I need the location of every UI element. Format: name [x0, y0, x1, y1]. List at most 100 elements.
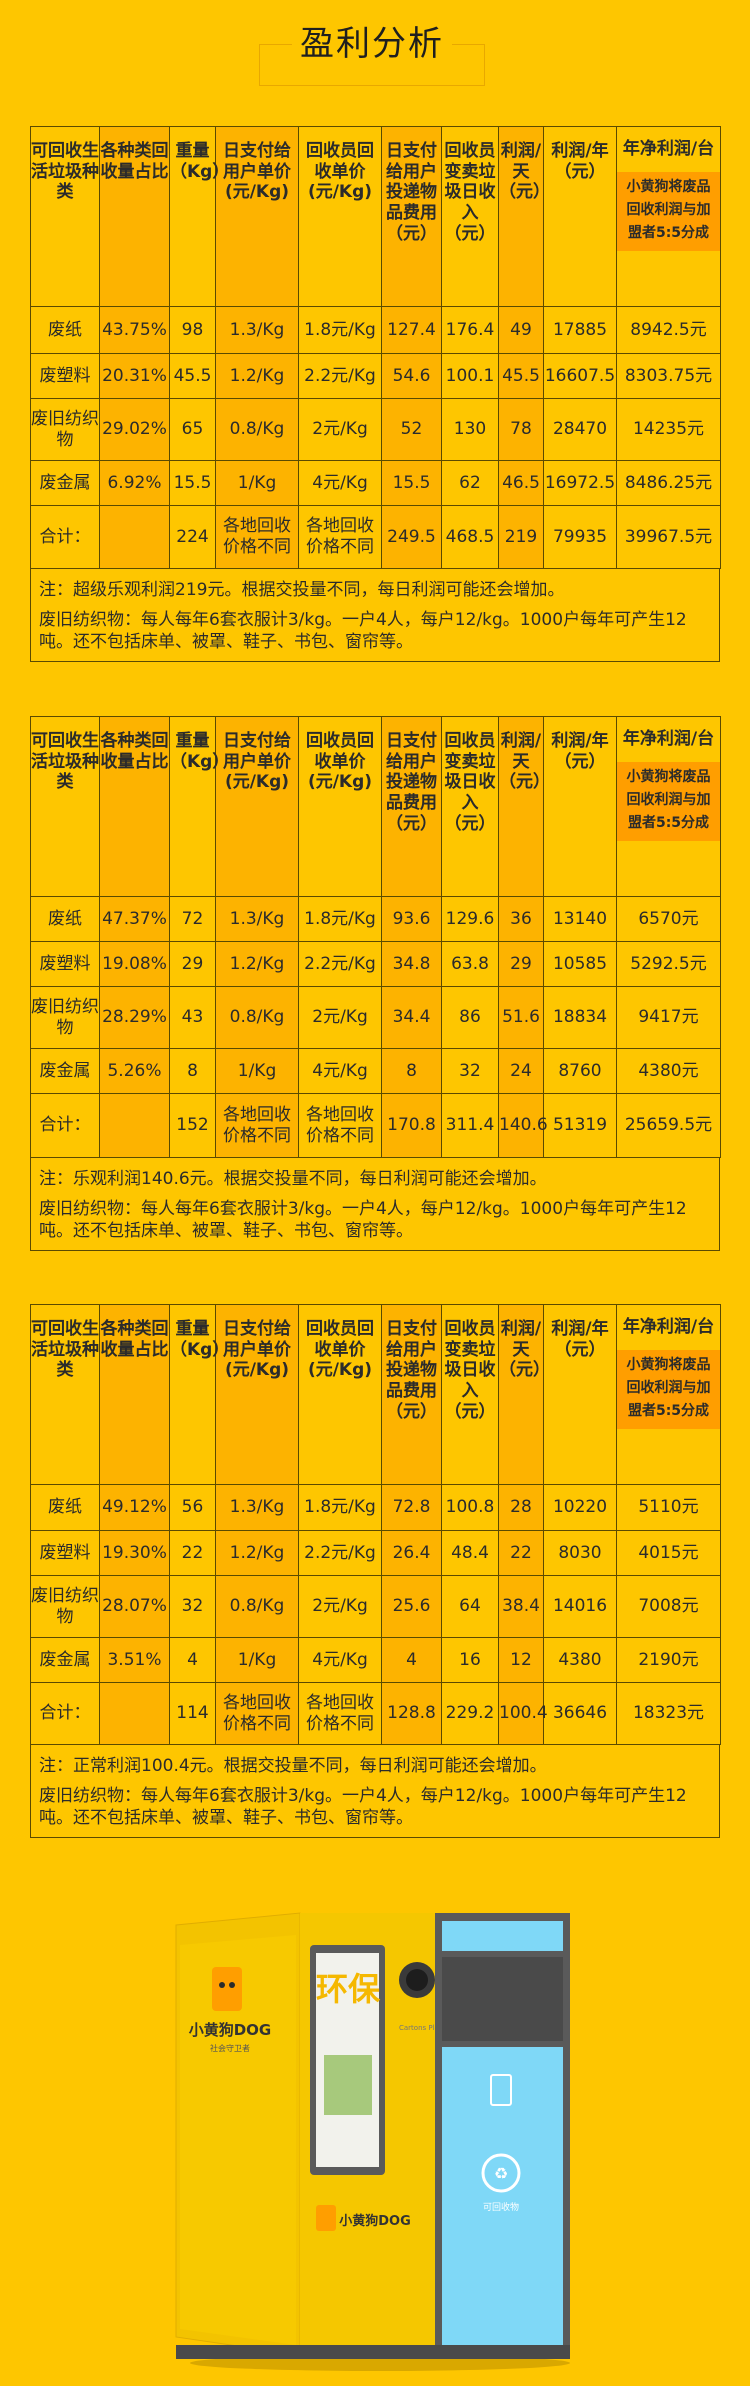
cell-user-price: 1.2/Kg — [215, 941, 299, 987]
cell-weight: 65 — [169, 398, 216, 461]
machine-poster-text: 环保 — [316, 1970, 381, 2008]
header-type: 可回收生活垃圾种类 — [30, 716, 100, 897]
cell-net: 6570元 — [616, 896, 721, 942]
header-user-price: 日支付给用户单价(元/Kg) — [215, 716, 299, 897]
cell-collector-income: 100.1 — [441, 353, 499, 399]
cell-net: 5110元 — [616, 1484, 721, 1531]
cell-type: 废纸 — [30, 896, 100, 942]
total-row: 合计： 224 各地回收价格不同 各地回收价格不同 249.5 468.5 21… — [30, 505, 721, 569]
cell-total-user-fee: 249.5 — [381, 505, 442, 569]
cell-ratio: 19.08% — [99, 941, 170, 987]
cell-collector-price: 2元/Kg — [298, 398, 382, 461]
cell-profit-year: 8760 — [543, 1048, 617, 1094]
cell-profit-year: 8030 — [543, 1530, 617, 1576]
header-weight: 重量（Kg） — [169, 716, 229, 897]
dog-logo-icon — [212, 1967, 242, 2011]
cell-profit-day: 28 — [498, 1484, 544, 1531]
header-weight: 重量（Kg） — [169, 126, 229, 307]
cell-total-weight: 114 — [169, 1682, 216, 1745]
header-collector-price: 回收员回收单价(元/Kg) — [298, 126, 382, 307]
table-row: 废旧纺织物 29.02% 65 0.8/Kg 2元/Kg 52 130 78 2… — [30, 398, 721, 461]
cell-total-weight: 152 — [169, 1093, 216, 1158]
cell-profit-year: 16607.5 — [543, 353, 617, 399]
cell-net: 14235元 — [616, 398, 721, 461]
cell-user-price: 1/Kg — [215, 1048, 299, 1094]
table-row: 废塑料 19.08% 29 1.2/Kg 2.2元/Kg 34.8 63.8 2… — [30, 941, 721, 987]
cell-total-user-price: 各地回收价格不同 — [215, 1093, 299, 1158]
cell-user-price: 1.3/Kg — [215, 896, 299, 942]
cell-weight: 29 — [169, 941, 216, 987]
recycling-machine-drawing: 环保 Cartons Plastic Cans ♻ 可回收物 小黄狗DOG 社会… — [175, 1912, 570, 2371]
cell-profit-day: 45.5 — [498, 353, 544, 399]
cell-total-user-fee: 170.8 — [381, 1093, 442, 1158]
cell-profit-day: 78 — [498, 398, 544, 461]
cell-collector-price: 2.2元/Kg — [298, 353, 382, 399]
cell-collector-income: 48.4 — [441, 1530, 499, 1576]
header-ratio: 各种类回收量占比 — [99, 126, 170, 307]
header-type: 可回收生活垃圾种类 — [30, 126, 100, 307]
cell-total-collector-income: 311.4 — [441, 1093, 499, 1158]
table-row: 废塑料 19.30% 22 1.2/Kg 2.2元/Kg 26.4 48.4 2… — [30, 1530, 721, 1576]
cell-collector-price: 1.8元/Kg — [298, 1484, 382, 1531]
profit-table: 可回收生活垃圾种类 各种类回收量占比 重量（Kg） 日支付给用户单价(元/Kg)… — [30, 126, 721, 569]
header-user-fee: 日支付给用户投递物品费用（元） — [381, 716, 442, 897]
cell-net: 9417元 — [616, 986, 721, 1049]
note-box: 注：正常利润100.4元。根据交投量不同，每日利润可能还会增加。 废旧纺织物：每… — [30, 1745, 720, 1839]
header-net-profit-note: 小黄狗将废品回收利润与加盟者5:5分成 — [617, 171, 720, 252]
cell-type: 废塑料 — [30, 353, 100, 399]
cell-profit-year: 28470 — [543, 398, 617, 461]
cell-collector-price: 1.8元/Kg — [298, 896, 382, 942]
table-row: 废金属 3.51% 4 1/Kg 4元/Kg 4 16 12 4380 2190… — [30, 1637, 721, 1683]
cell-collector-income: 16 — [441, 1637, 499, 1683]
cell-total-user-fee: 128.8 — [381, 1682, 442, 1745]
cell-user-fee: 26.4 — [381, 1530, 442, 1576]
header-net-profit-note: 小黄狗将废品回收利润与加盟者5:5分成 — [617, 761, 720, 842]
cell-user-price: 1.2/Kg — [215, 1530, 299, 1576]
header-collector-income: 回收员变卖垃圾日收入（元） — [441, 126, 499, 307]
cell-user-price: 1/Kg — [215, 460, 299, 506]
cell-net: 4015元 — [616, 1530, 721, 1576]
page-title: 盈利分析 — [292, 16, 452, 65]
header-profit-year: 利润/年（元） — [543, 716, 617, 897]
cell-user-fee: 54.6 — [381, 353, 442, 399]
header-profit-day: 利润/天（元） — [498, 126, 550, 307]
cell-ratio: 29.02% — [99, 398, 170, 461]
table-row: 废旧纺织物 28.29% 43 0.8/Kg 2元/Kg 34.4 86 51.… — [30, 986, 721, 1049]
cell-total-net: 39967.5元 — [616, 505, 721, 569]
header-collector-income: 回收员变卖垃圾日收入（元） — [441, 1304, 499, 1485]
cell-type: 废金属 — [30, 1048, 100, 1094]
cell-net: 8303.75元 — [616, 353, 721, 399]
cell-user-fee: 72.8 — [381, 1484, 442, 1531]
cell-total-collector-price: 各地回收价格不同 — [298, 505, 382, 569]
cell-profit-day: 49 — [498, 306, 544, 354]
table-row: 废金属 5.26% 8 1/Kg 4元/Kg 8 32 24 8760 4380… — [30, 1048, 721, 1094]
cell-total-user-price: 各地回收价格不同 — [215, 1682, 299, 1745]
cell-user-fee: 15.5 — [381, 460, 442, 506]
cell-collector-price: 2元/Kg — [298, 1575, 382, 1638]
cell-total-profit-day: 140.6 — [498, 1093, 548, 1158]
cell-user-price: 1/Kg — [215, 1637, 299, 1683]
cell-total-collector-price: 各地回收价格不同 — [298, 1093, 382, 1158]
cell-net: 4380元 — [616, 1048, 721, 1094]
cell-profit-day: 24 — [498, 1048, 544, 1094]
cell-total-label: 合计： — [30, 505, 100, 569]
cell-collector-price: 1.8元/Kg — [298, 306, 382, 354]
header-profit-year: 利润/年（元） — [543, 126, 617, 307]
cell-user-fee: 8 — [381, 1048, 442, 1094]
cell-net: 2190元 — [616, 1637, 721, 1683]
profit-table: 可回收生活垃圾种类 各种类回收量占比 重量（Kg） 日支付给用户单价(元/Kg)… — [30, 1304, 721, 1745]
cell-ratio: 43.75% — [99, 306, 170, 354]
cell-collector-income: 32 — [441, 1048, 499, 1094]
cell-profit-year: 10220 — [543, 1484, 617, 1531]
cell-profit-year: 13140 — [543, 896, 617, 942]
note-textile: 废旧纺织物：每人每年6套衣服计3/kg。一户4人，每户12/kg。1000户每年… — [39, 610, 687, 653]
note-textile: 废旧纺织物：每人每年6套衣服计3/kg。一户4人，每户12/kg。1000户每年… — [39, 1199, 687, 1242]
cell-collector-income: 86 — [441, 986, 499, 1049]
cell-total-profit-year: 51319 — [543, 1093, 617, 1158]
cell-ratio: 49.12% — [99, 1484, 170, 1531]
cell-collector-price: 4元/Kg — [298, 460, 382, 506]
cell-type: 废旧纺织物 — [30, 398, 100, 461]
header-ratio: 各种类回收量占比 — [99, 716, 170, 897]
total-row: 合计： 152 各地回收价格不同 各地回收价格不同 170.8 311.4 14… — [30, 1093, 721, 1158]
cell-ratio: 6.92% — [99, 460, 170, 506]
